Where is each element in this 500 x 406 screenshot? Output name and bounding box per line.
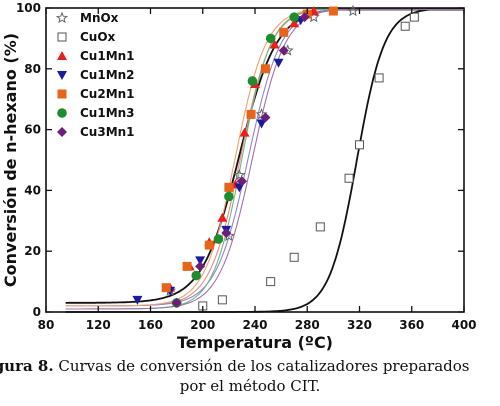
point-cuox (266, 277, 276, 287)
y-tick-label: 20 (24, 244, 41, 258)
point-cu1mn2 (273, 58, 284, 68)
y-tick-label: 80 (24, 62, 41, 76)
legend-marker-cu1mn2 (57, 71, 67, 80)
x-tick-label: 120 (86, 318, 111, 332)
point-cu2mn1 (182, 261, 192, 271)
x-tick-label: 280 (295, 318, 320, 332)
legend-marker-cuox (57, 32, 67, 42)
x-tick-label: 160 (138, 318, 163, 332)
point-cuox (217, 295, 227, 305)
legend-label-cu1mn3: Cu1Mn3 (80, 106, 135, 120)
x-tick-label: 240 (242, 318, 267, 332)
legend-label-cu1mn2: Cu1Mn2 (80, 68, 135, 82)
point-cuox (400, 21, 410, 31)
point-cu1mn3 (247, 76, 258, 86)
point-cu2mn1 (204, 240, 214, 250)
point-cu2mn1 (224, 182, 234, 192)
x-tick-label: 80 (38, 318, 55, 332)
x-tick-label: 360 (399, 318, 424, 332)
x-tick-label: 200 (190, 318, 215, 332)
legend-marker-cu1mn3 (57, 108, 67, 118)
point-cu2mn1 (260, 64, 270, 74)
point-cu1mn1 (239, 127, 250, 137)
point-cu1mn3 (213, 234, 224, 244)
point-cu1mn3 (289, 12, 299, 22)
point-cu2mn1 (302, 9, 312, 19)
legend-label-cu3mn1: Cu3Mn1 (80, 125, 135, 139)
figure-caption: igura 8. Curvas de conversión de los cat… (0, 356, 500, 396)
y-axis-ticks: 0 20 40 60 80 100 (16, 1, 464, 319)
x-axis-title: Temperatura (ºC) (177, 333, 333, 352)
point-cu1mn3 (265, 33, 276, 44)
point-cu2mn1 (279, 27, 289, 37)
point-cuox (315, 222, 325, 232)
fit-curve-cu3mn1 (65, 8, 464, 310)
x-axis-ticks: 80 120 160 200 240 280 320 360 400 (38, 8, 477, 332)
y-tick-label: 0 (33, 305, 41, 319)
point-cu1mn2 (195, 256, 206, 266)
point-cu1mn1 (289, 18, 300, 28)
fit-curve-cuox (65, 8, 464, 313)
point-cuox (409, 12, 419, 22)
caption-label: igura 8. (0, 357, 54, 375)
legend-label-cu2mn1: Cu2Mn1 (80, 87, 135, 101)
point-cu1mn2 (256, 119, 267, 129)
x-tick-label: 320 (347, 318, 372, 332)
legend-marker-cu1mn1 (57, 51, 67, 60)
point-cu3mn1 (195, 261, 206, 272)
conversion-chart: 80 120 160 200 240 280 320 360 400 020406080100 … (1, 1, 477, 352)
point-mnox (233, 168, 246, 181)
caption-text: Curvas de conversión de los catalizadore… (53, 357, 470, 375)
y-tick-label: 100 (16, 1, 41, 15)
data-points (132, 4, 419, 311)
point-cu3mn1 (236, 176, 247, 187)
legend-label-mnox: MnOx (80, 11, 119, 25)
point-cu1mn3 (224, 191, 234, 202)
legend-label-cu1mn1: Cu1Mn1 (80, 49, 135, 63)
legend-marker-cu2mn1 (57, 89, 67, 99)
point-cu1mn1 (269, 39, 280, 49)
point-cuox (289, 252, 299, 262)
point-cu1mn1 (217, 212, 228, 222)
x-tick-label: 400 (451, 318, 476, 332)
point-cu2mn1 (246, 109, 256, 119)
point-cu3mn1 (299, 12, 310, 23)
point-mnox (346, 4, 359, 17)
point-cu2mn1 (328, 6, 338, 16)
point-cuox (374, 73, 384, 83)
legend-label-cuox: CuOx (80, 30, 116, 44)
legend: MnOx CuOx Cu1Mn1 Cu1Mn2 Cu2Mn1 Cu1Mn3 Cu3Mn1 (55, 11, 135, 139)
point-cu3mn1 (171, 297, 182, 308)
y-tick-label: 40 (24, 183, 41, 197)
point-cuox (344, 173, 354, 183)
point-cu1mn3 (191, 270, 202, 281)
legend-marker-mnox (55, 11, 69, 24)
point-cuox (355, 140, 364, 150)
point-cu3mn1 (278, 45, 289, 56)
y-tick-label: 60 (24, 123, 41, 137)
legend-marker-cu3mn1 (57, 127, 67, 137)
caption-line2: por el método CIT. (179, 377, 321, 395)
point-cu3mn1 (221, 227, 232, 238)
point-cu1mn2 (132, 295, 143, 305)
y-axis-title: Conversión de n-hexano (%) (1, 33, 20, 287)
point-cu3mn1 (260, 112, 271, 123)
point-cu2mn1 (161, 283, 171, 293)
